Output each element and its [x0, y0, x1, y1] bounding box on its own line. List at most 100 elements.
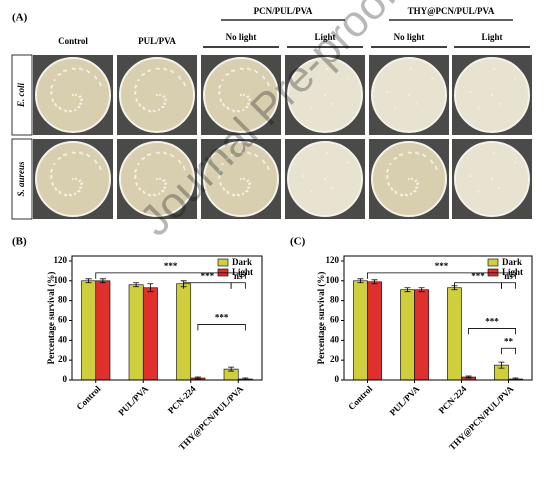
- colony: [71, 93, 75, 97]
- colony: [242, 192, 245, 195]
- colony: [241, 67, 244, 70]
- colony: [233, 110, 236, 113]
- colony: [143, 191, 146, 194]
- colony: [310, 190, 313, 193]
- colony: [239, 67, 242, 70]
- colony: [347, 161, 350, 164]
- colony: [179, 161, 182, 164]
- colony: [225, 157, 228, 161]
- colony: [133, 92, 137, 95]
- colony: [80, 182, 84, 185]
- bar: [128, 284, 144, 381]
- colony: [162, 189, 165, 193]
- colony: [399, 153, 402, 157]
- colony: [164, 68, 168, 71]
- colony: [227, 72, 230, 76]
- colony: [80, 68, 84, 71]
- colony: [325, 151, 328, 154]
- significance-label: ns: [504, 271, 513, 281]
- colony: [386, 90, 389, 94]
- colony: [157, 151, 160, 154]
- bar: [95, 280, 111, 381]
- row-label-box: [11, 54, 33, 136]
- y-tick-label: 60: [330, 315, 340, 325]
- colony: [227, 156, 230, 160]
- legend-swatch: [217, 258, 229, 267]
- colony: [158, 192, 161, 195]
- colony: [266, 81, 270, 85]
- colony: [133, 176, 137, 179]
- colony: [80, 102, 83, 105]
- colony: [164, 186, 167, 189]
- colony: [49, 92, 53, 95]
- colony: [477, 106, 480, 109]
- plot-frame: [343, 255, 533, 381]
- colony: [218, 170, 221, 173]
- colony: [74, 108, 77, 111]
- bar: [447, 287, 462, 381]
- error-bar: [85, 278, 92, 284]
- column-label: PUL/PVA: [138, 36, 176, 46]
- colony: [416, 182, 420, 185]
- colony: [147, 69, 150, 73]
- error-bar: [147, 283, 154, 293]
- colony: [414, 189, 417, 193]
- colony: [143, 107, 146, 110]
- colony: [410, 192, 413, 195]
- colony: [59, 156, 62, 160]
- colony: [477, 190, 480, 193]
- bar: [142, 287, 158, 381]
- colony: [95, 77, 98, 80]
- colony: [53, 163, 56, 166]
- colony: [71, 177, 75, 181]
- colony: [263, 77, 266, 80]
- significance-bracket: [501, 347, 516, 355]
- colony: [434, 165, 438, 169]
- significance-bracket: [501, 282, 516, 289]
- colony: [241, 151, 244, 154]
- colony: [135, 98, 138, 101]
- colony: [153, 194, 157, 197]
- colony: [69, 194, 73, 197]
- y-tick-label: 100: [54, 275, 68, 285]
- colony: [138, 104, 142, 107]
- colony: [218, 86, 221, 89]
- colony: [137, 79, 140, 82]
- colony: [73, 151, 76, 154]
- condition-label: No light: [226, 32, 257, 42]
- colony: [134, 170, 137, 173]
- colony: [430, 159, 433, 162]
- colony: [435, 167, 438, 171]
- colony: [386, 170, 389, 173]
- colony: [410, 177, 414, 180]
- y-axis-label: Percentage survival (%): [316, 272, 326, 365]
- colony: [79, 95, 82, 98]
- colony: [78, 105, 81, 109]
- colony: [158, 177, 162, 180]
- significance-bracket: [95, 272, 246, 279]
- colony: [135, 182, 138, 185]
- colony: [86, 69, 89, 72]
- colony: [422, 153, 425, 156]
- y-tick-label: 80: [330, 295, 340, 305]
- colony: [94, 75, 97, 78]
- colony: [242, 108, 245, 111]
- condition-label: No light: [394, 32, 425, 42]
- colony: [302, 174, 305, 178]
- colony: [171, 154, 175, 158]
- y-tick-label: 40: [330, 334, 340, 344]
- colony: [71, 151, 74, 154]
- colony: [217, 176, 221, 179]
- colony: [138, 188, 142, 191]
- colony: [183, 167, 186, 171]
- panel-label: (B): [12, 236, 27, 248]
- colony: [71, 67, 74, 70]
- y-tick-label: 0: [63, 374, 68, 384]
- condition-label: Light: [314, 32, 335, 42]
- colony: [248, 98, 252, 101]
- colony: [239, 93, 243, 97]
- colony: [263, 161, 266, 164]
- significance-bracket: [367, 272, 516, 279]
- error-bar: [133, 282, 140, 288]
- colony: [231, 153, 234, 157]
